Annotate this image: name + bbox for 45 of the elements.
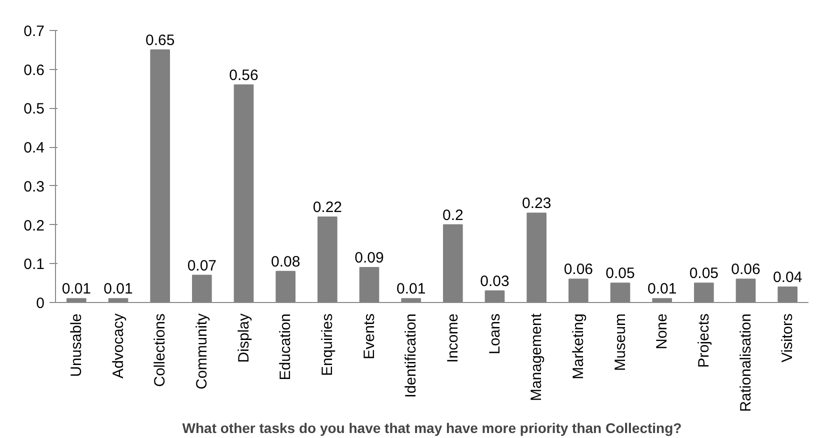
x-tick-label: Rationalisation bbox=[737, 313, 754, 412]
y-tick-label: 0 bbox=[36, 295, 44, 312]
x-tick-label: Income bbox=[444, 313, 462, 363]
data-label: 0.07 bbox=[187, 257, 217, 274]
x-tick-label: None bbox=[654, 314, 671, 350]
data-label: 0.2 bbox=[442, 206, 464, 224]
data-label: 0.05 bbox=[606, 265, 635, 282]
y-tick-label: 0.6 bbox=[24, 62, 45, 79]
data-label: 0.08 bbox=[270, 253, 300, 270]
data-label: 0.04 bbox=[772, 268, 802, 286]
x-tick-label: Unusable bbox=[68, 313, 85, 377]
data-label: 0.23 bbox=[522, 195, 552, 212]
data-label: 0.03 bbox=[480, 272, 510, 290]
x-tick-label: Management bbox=[528, 312, 546, 402]
x-tick-label: Marketing bbox=[570, 314, 587, 380]
y-tick-label: 0.3 bbox=[24, 178, 45, 196]
y-tick-label: 0.2 bbox=[24, 217, 45, 234]
x-tick-label: Community bbox=[193, 313, 210, 390]
x-tick-label: Loans bbox=[486, 313, 504, 354]
x-tick-label: Visitors bbox=[779, 313, 796, 362]
x-tick-label: Enquiries bbox=[318, 313, 336, 376]
x-tick-label: Education bbox=[277, 314, 294, 380]
x-tick-label: Identification bbox=[402, 313, 420, 398]
data-label: 0.56 bbox=[229, 66, 258, 84]
data-label: 0.06 bbox=[731, 261, 760, 278]
data-label: 0.22 bbox=[312, 199, 342, 216]
x-tick-label: Advocacy bbox=[110, 313, 127, 379]
x-tick-label: Museum bbox=[612, 313, 629, 372]
data-label: 0.01 bbox=[62, 280, 92, 298]
y-tick-label: 0.7 bbox=[24, 23, 45, 40]
x-tick-label: Projects bbox=[695, 313, 712, 368]
x-axis-title: What other tasks do you have that may have more priority than Collecting? bbox=[182, 420, 682, 436]
data-label: 0.09 bbox=[354, 250, 384, 267]
y-tick-label: 0.1 bbox=[24, 256, 45, 274]
data-label: 0.06 bbox=[564, 261, 594, 278]
data-label: 0.01 bbox=[396, 280, 426, 298]
data-label: 0.01 bbox=[104, 280, 133, 298]
y-tick-label: 0.4 bbox=[24, 140, 45, 157]
data-label: 0.65 bbox=[145, 32, 175, 49]
x-tick-label: Display bbox=[235, 313, 252, 363]
x-tick-label: Events bbox=[360, 314, 378, 360]
x-tick-label: Collections bbox=[152, 313, 169, 387]
y-tick-label: 0.5 bbox=[24, 100, 45, 118]
data-label: 0.05 bbox=[689, 265, 719, 282]
data-label: 0.01 bbox=[647, 280, 677, 298]
